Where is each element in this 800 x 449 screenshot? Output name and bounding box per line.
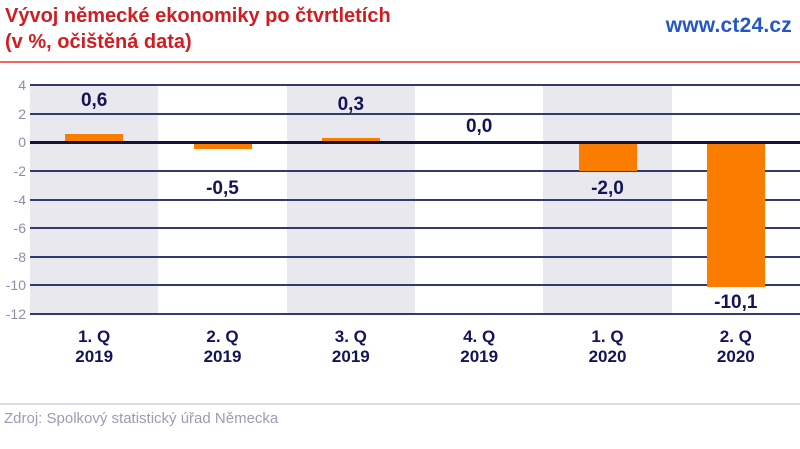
value-label-4: 0,0 bbox=[465, 116, 493, 138]
x-label-year: 2019 bbox=[331, 347, 370, 366]
x-label-1q-2020: 1. Q 2020 bbox=[543, 327, 671, 367]
y-tick--12: -12 bbox=[5, 306, 26, 322]
x-label-4q-2019: 4. Q 2019 bbox=[415, 327, 543, 367]
x-label-2q-2019: 2. Q 2019 bbox=[158, 327, 286, 367]
gridline--12 bbox=[30, 313, 800, 315]
x-label-year: 2020 bbox=[588, 347, 627, 366]
gridline-2 bbox=[30, 112, 800, 115]
y-tick-2: 2 bbox=[18, 105, 26, 122]
x-label-quarter: 3. Q bbox=[334, 327, 367, 346]
x-label-quarter: 1. Q bbox=[78, 327, 111, 346]
x-label-3q-2019: 3. Q 2019 bbox=[287, 327, 415, 367]
y-tick-0: 0 bbox=[18, 134, 26, 151]
y-tick--6: -6 bbox=[13, 220, 26, 237]
value-label-1: 0,6 bbox=[80, 89, 108, 111]
bar-2q-2019 bbox=[193, 142, 252, 150]
chart-title-line2: (v %, očištěná data) bbox=[5, 31, 192, 53]
footer-divider bbox=[0, 403, 800, 405]
y-tick--8: -8 bbox=[13, 248, 26, 265]
value-label-6: -10,1 bbox=[714, 291, 758, 313]
y-tick--10: -10 bbox=[5, 277, 26, 294]
x-label-2q-2020: 2. Q 2020 bbox=[672, 327, 800, 367]
bar-1q-2019 bbox=[65, 133, 124, 143]
gridline--10 bbox=[30, 284, 800, 287]
x-label-1q-2019: 1. Q 2019 bbox=[30, 327, 158, 367]
value-label-5: -2,0 bbox=[591, 178, 624, 200]
gridline-4 bbox=[30, 84, 800, 86]
x-label-year: 2019 bbox=[203, 347, 242, 366]
x-label-quarter: 1. Q bbox=[591, 327, 624, 346]
x-label-quarter: 2. Q bbox=[206, 327, 239, 346]
y-axis: 4 2 0 -2 -4 -6 -8 -10 -12 bbox=[0, 77, 26, 322]
x-axis-labels: 1. Q 2019 2. Q 2019 3. Q 2019 4. Q 2019 1. Q 2020… bbox=[30, 327, 800, 371]
source-note: Zdroj: Spolkový statistický úřad Německa bbox=[4, 410, 279, 427]
gridline--6 bbox=[30, 227, 800, 230]
x-label-year: 2019 bbox=[460, 347, 499, 366]
x-label-year: 2020 bbox=[716, 347, 755, 366]
bar-2q-2020 bbox=[706, 142, 765, 287]
y-tick--2: -2 bbox=[13, 162, 26, 179]
value-label-2: -0,5 bbox=[206, 178, 239, 200]
chart-title-line1: Vývoj německé ekonomiky po čtvrtletích bbox=[5, 5, 391, 27]
header-divider bbox=[0, 61, 800, 63]
x-label-quarter: 4. Q bbox=[463, 327, 496, 346]
gridline--4 bbox=[30, 198, 800, 201]
x-label-year: 2019 bbox=[75, 347, 114, 366]
brand-url: www.ct24.cz bbox=[665, 14, 792, 37]
bar-3q-2019 bbox=[321, 137, 380, 143]
y-tick-4: 4 bbox=[18, 77, 26, 93]
value-label-3: 0,3 bbox=[337, 93, 365, 115]
x-label-quarter: 2. Q bbox=[719, 327, 752, 346]
chart-title: Vývoj německé ekonomiky po čtvrtletích (… bbox=[5, 3, 391, 55]
gridline--8 bbox=[30, 255, 800, 258]
plot-area: 0,6 -0,5 0,3 0,0 -2,0 -10,1 bbox=[30, 84, 800, 315]
bar-1q-2020 bbox=[578, 142, 637, 171]
gridline--2 bbox=[30, 169, 800, 172]
y-tick--4: -4 bbox=[13, 191, 26, 208]
zero-gridline bbox=[30, 140, 800, 144]
